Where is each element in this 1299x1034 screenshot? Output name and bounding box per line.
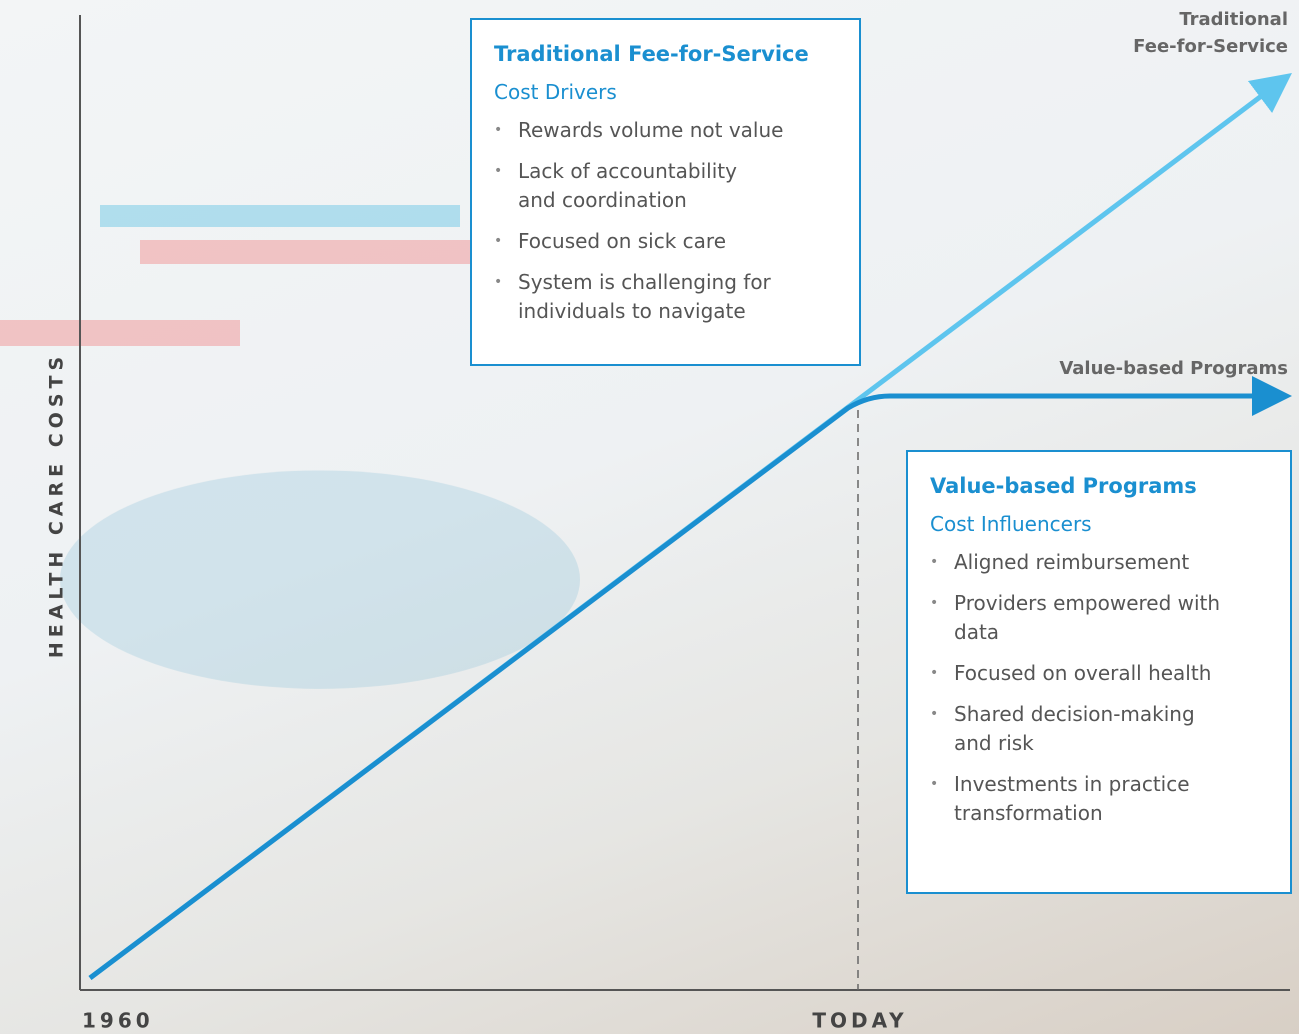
box-subtitle: Cost Influencers — [930, 512, 1092, 536]
box-subtitle: Cost Drivers — [494, 80, 617, 104]
bullet-text: System is challenging for — [518, 270, 771, 294]
bullet-item: Focused on sick care — [494, 227, 839, 256]
value-based-line — [88, 376, 1292, 980]
bullet-text: Aligned reimbursement — [954, 550, 1190, 574]
line-label: Value-based Programs — [1059, 358, 1288, 379]
bullet-text: transformation — [954, 801, 1103, 825]
bullet-text: Focused on sick care — [518, 229, 726, 253]
bullet-text: Providers empowered with — [954, 591, 1221, 615]
bullet-text: and risk — [954, 731, 1034, 755]
bullet-text: Lack of accountability — [518, 159, 737, 183]
bullet-item: Shared decision-making and risk — [930, 700, 1270, 758]
bullet-list: Rewards volume not value Lack of accounta… — [494, 116, 839, 326]
bullet-item: System is challenging for individuals to … — [494, 268, 839, 326]
bullet-list: Aligned reimbursement Providers empowered… — [930, 548, 1270, 828]
bullet-item: Lack of accountability and coordination — [494, 157, 839, 215]
bullet-text: Investments in practice — [954, 772, 1190, 796]
box-title: Value-based Programs — [930, 474, 1197, 498]
line-label: Fee-for-Service — [1133, 36, 1288, 57]
bullet-text: Focused on overall health — [954, 661, 1212, 685]
background-art — [0, 205, 580, 689]
bullet-item: Investments in practice transformation — [930, 770, 1270, 828]
bullet-text: Rewards volume not value — [518, 118, 784, 142]
bullet-text: individuals to navigate — [518, 299, 746, 323]
bullet-item: Aligned reimbursement — [930, 548, 1270, 577]
line-label: Traditional — [1179, 9, 1288, 30]
x-start-label: 1960 — [82, 1009, 154, 1033]
box-title: Traditional Fee-for-Service — [494, 42, 809, 66]
info-box: Traditional Fee-for-Service Cost Drivers R… — [470, 18, 861, 366]
x-end-label: TODAY — [812, 1009, 907, 1033]
bullet-text: data — [954, 620, 1000, 644]
bullet-text: Shared decision-making — [954, 702, 1195, 726]
bullet-item: Focused on overall health — [930, 659, 1270, 688]
info-box: Value-based Programs Cost Influencers Alig… — [906, 450, 1292, 894]
y-axis-label: HEALTH CARE COSTS — [46, 352, 68, 658]
bullet-item: Rewards volume not value — [494, 116, 839, 145]
bullet-item: Providers empowered with data — [930, 589, 1270, 647]
bullet-text: and coordination — [518, 188, 687, 212]
